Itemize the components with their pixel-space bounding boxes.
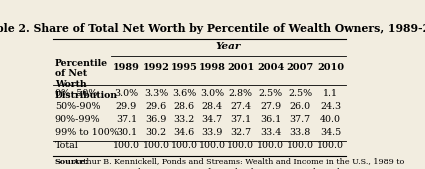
Text: 30.1: 30.1 <box>116 128 137 137</box>
Text: 2007: 2007 <box>286 63 314 72</box>
Text: 28.6: 28.6 <box>173 102 195 111</box>
Text: 100.0: 100.0 <box>198 141 226 150</box>
Text: 30.2: 30.2 <box>145 128 167 137</box>
Text: 100.0: 100.0 <box>227 141 255 150</box>
Text: 2.5%: 2.5% <box>258 89 283 98</box>
Text: 2001: 2001 <box>227 63 255 72</box>
Text: Source:: Source: <box>55 158 89 166</box>
Text: 1.1: 1.1 <box>323 89 338 98</box>
Text: 100.0: 100.0 <box>142 141 170 150</box>
Text: 27.4: 27.4 <box>230 102 251 111</box>
Text: 100.0: 100.0 <box>170 141 198 150</box>
Text: 40.0: 40.0 <box>320 115 341 124</box>
Text: 37.1: 37.1 <box>230 115 252 124</box>
Text: 36.9: 36.9 <box>145 115 167 124</box>
Text: 33.2: 33.2 <box>173 115 195 124</box>
Text: 1998: 1998 <box>198 63 226 72</box>
Text: 37.1: 37.1 <box>116 115 137 124</box>
Text: 100.0: 100.0 <box>286 141 314 150</box>
Text: Year: Year <box>216 42 241 51</box>
Text: 1995: 1995 <box>170 63 198 72</box>
Text: 32.7: 32.7 <box>230 128 252 137</box>
Text: Arthur B. Kennickell, Ponds and Streams: Wealth and Income in the U.S., 1989 to : Arthur B. Kennickell, Ponds and Streams:… <box>71 158 422 169</box>
Text: 37.7: 37.7 <box>289 115 311 124</box>
Text: 1992: 1992 <box>143 63 170 72</box>
Text: 27.9: 27.9 <box>260 102 281 111</box>
Text: Total: Total <box>55 141 79 150</box>
Text: 3.0%: 3.0% <box>114 89 139 98</box>
Text: 3.3%: 3.3% <box>144 89 168 98</box>
Text: 100.0: 100.0 <box>257 141 284 150</box>
Text: 29.9: 29.9 <box>116 102 137 111</box>
Text: 3.0%: 3.0% <box>200 89 224 98</box>
Text: 0% -50%: 0% -50% <box>55 89 97 98</box>
Text: 2010: 2010 <box>317 63 344 72</box>
Text: 28.4: 28.4 <box>201 102 223 111</box>
Text: 100.0: 100.0 <box>113 141 140 150</box>
Text: 26.0: 26.0 <box>289 102 311 111</box>
Text: 1989: 1989 <box>113 63 140 72</box>
Text: Percentile
of Net
Worth
Distribution: Percentile of Net Worth Distribution <box>55 59 118 100</box>
Text: 33.4: 33.4 <box>260 128 281 137</box>
Text: 3.6%: 3.6% <box>172 89 196 98</box>
Text: 50%-90%: 50%-90% <box>55 102 100 111</box>
Text: 90%-99%: 90%-99% <box>55 115 100 124</box>
Text: 33.9: 33.9 <box>201 128 223 137</box>
Text: 2004: 2004 <box>257 63 284 72</box>
Text: 34.6: 34.6 <box>173 128 195 137</box>
Text: 34.5: 34.5 <box>320 128 341 137</box>
Text: 24.3: 24.3 <box>320 102 341 111</box>
Text: 33.8: 33.8 <box>289 128 311 137</box>
Text: 2.5%: 2.5% <box>288 89 312 98</box>
Text: 2.8%: 2.8% <box>229 89 253 98</box>
Text: 29.6: 29.6 <box>145 102 167 111</box>
Text: Table 2. Share of Total Net Worth by Percentile of Wealth Owners, 1989-2010: Table 2. Share of Total Net Worth by Per… <box>0 23 425 34</box>
Text: 36.1: 36.1 <box>260 115 281 124</box>
Text: 100.0: 100.0 <box>317 141 344 150</box>
Text: 99% to 100%: 99% to 100% <box>55 128 119 137</box>
Text: 34.7: 34.7 <box>201 115 223 124</box>
